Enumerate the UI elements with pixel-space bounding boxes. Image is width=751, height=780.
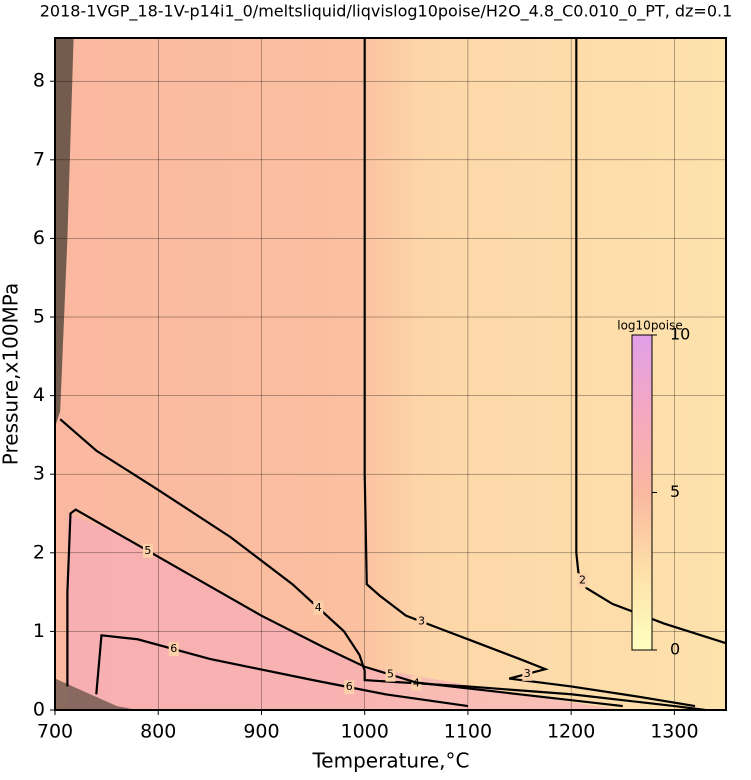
contour-label-bg <box>313 600 324 615</box>
plot-frame <box>54 37 727 711</box>
x-tick-label: 900 <box>243 721 279 743</box>
y-tick-label: 2 <box>33 541 45 563</box>
contour-label-bg <box>385 667 396 682</box>
colorbar-label: log10poise <box>617 319 683 333</box>
contour-line <box>66 508 623 708</box>
contour-line <box>59 418 706 712</box>
contour-label: 5 <box>144 544 151 557</box>
contour-label-bg <box>344 680 355 695</box>
x-tick-label: 1000 <box>341 721 389 743</box>
x-tick-label: 1200 <box>547 721 595 743</box>
contour-label-bg <box>142 543 153 558</box>
dark-edge <box>55 38 74 428</box>
colorbar <box>631 334 653 651</box>
y-tick-label: 7 <box>33 148 45 170</box>
contour-label: 5 <box>387 668 394 681</box>
contour-label: 2 <box>579 573 586 586</box>
y-tick-label: 3 <box>33 463 45 485</box>
colorbar-tick-label: 10 <box>670 325 690 344</box>
y-axis-label: Pressure,x100MPa <box>0 283 23 465</box>
contour-label-bg <box>577 573 588 588</box>
y-tick-label: 4 <box>33 384 45 406</box>
contour-label-bg <box>416 614 427 629</box>
x-axis-label: Temperature,°C <box>311 749 469 773</box>
contour-label: 3 <box>524 667 531 680</box>
contour-line <box>363 38 696 708</box>
contour-label: 4 <box>315 601 322 614</box>
y-tick-label: 8 <box>33 70 45 92</box>
contour-label: 6 <box>346 680 353 693</box>
x-tick-label: 1100 <box>444 721 492 743</box>
y-tick-label: 5 <box>33 306 45 328</box>
contour-label: 3 <box>418 615 425 628</box>
x-tick-label: 800 <box>140 721 176 743</box>
x-tick-label: 700 <box>37 721 73 743</box>
colorbar-tick-label: 0 <box>670 640 680 659</box>
contour-label: 6 <box>170 642 177 655</box>
contour-label-bg <box>168 642 179 657</box>
dark-edge <box>55 678 138 710</box>
pink-region <box>67 513 623 710</box>
contour-line <box>95 634 469 708</box>
y-tick-label: 0 <box>33 699 45 721</box>
contour-line <box>575 38 727 645</box>
y-tick-label: 6 <box>33 227 45 249</box>
contour-label-bg <box>522 666 533 681</box>
chart-title: 2018-1VGP_18-1V-p14i1_0/meltsliquid/liqv… <box>40 2 733 22</box>
y-tick-label: 1 <box>33 620 45 642</box>
colorbar-tick-label: 5 <box>670 482 680 501</box>
x-tick-label: 1300 <box>650 721 698 743</box>
